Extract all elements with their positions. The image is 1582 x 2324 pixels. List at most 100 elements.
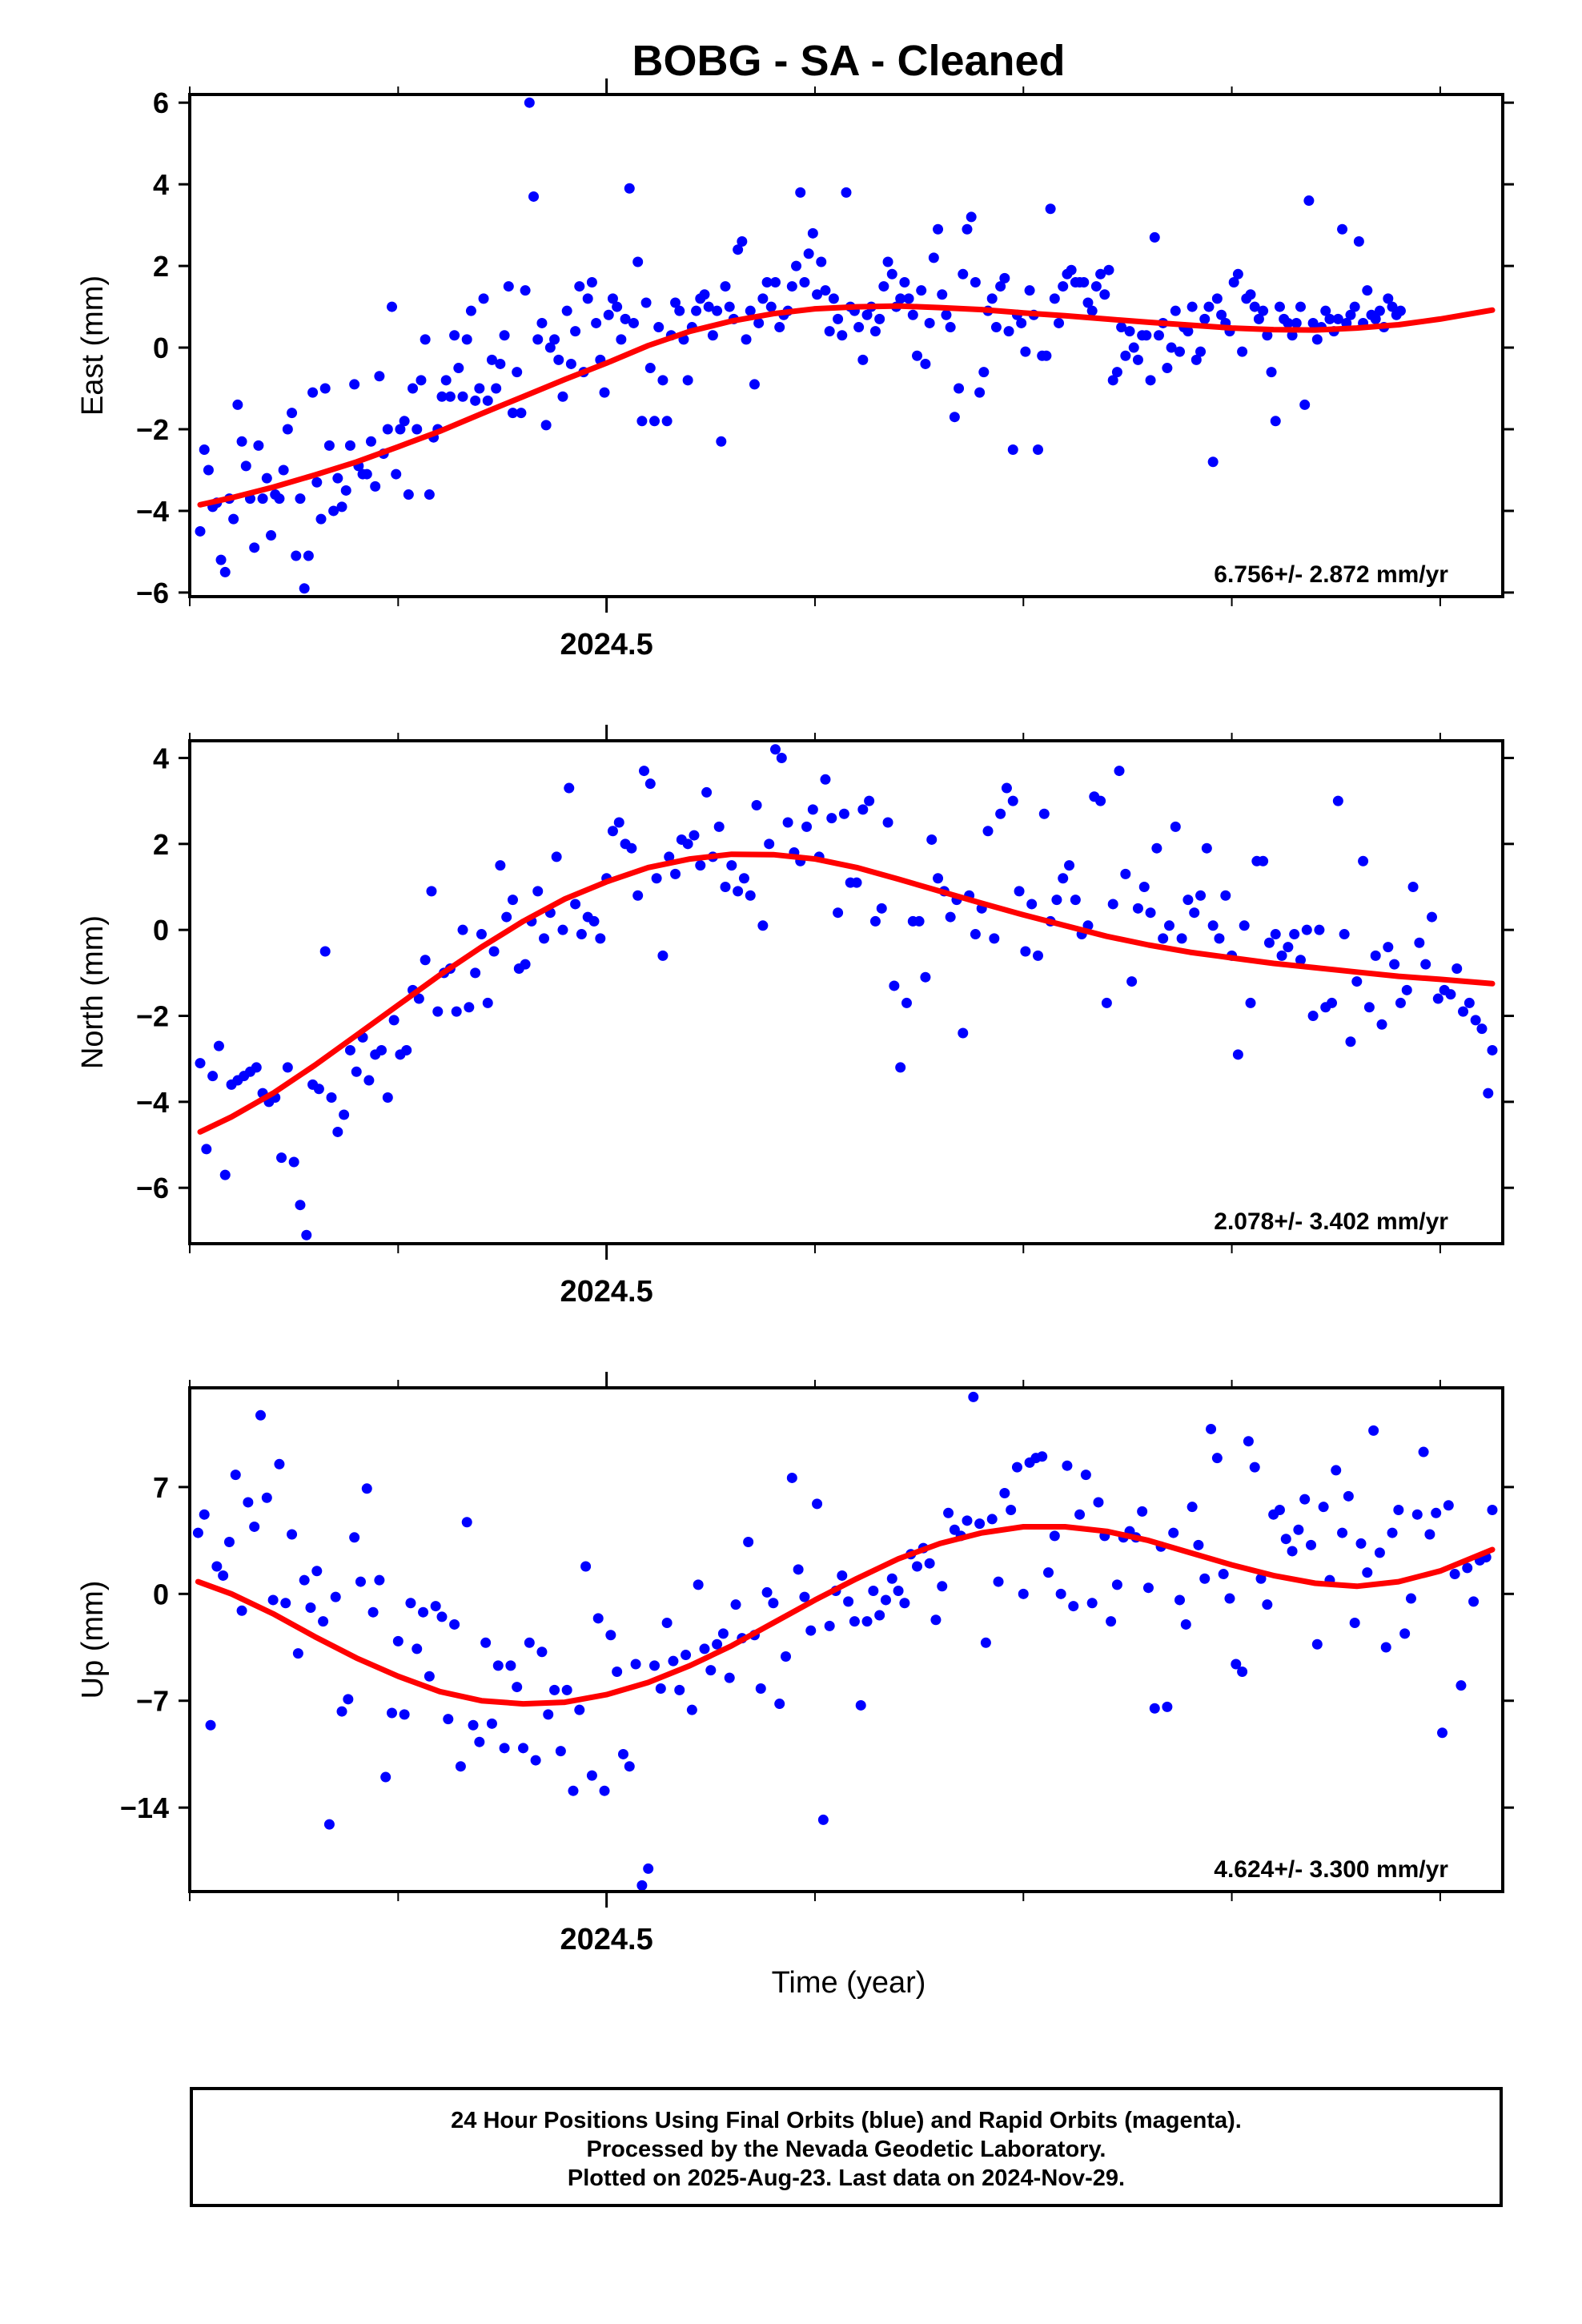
data-point: [399, 1709, 410, 1720]
y-tick-label: −4: [136, 1086, 169, 1119]
data-point: [599, 1785, 610, 1796]
rate-annotation: 6.756+/- 2.872 mm/yr: [1214, 561, 1448, 588]
data-point: [591, 317, 602, 328]
data-point: [1080, 1470, 1091, 1481]
data-point: [974, 387, 986, 398]
data-point: [1237, 346, 1248, 357]
data-point: [786, 1472, 797, 1483]
data-point: [986, 1514, 998, 1525]
data-point: [408, 383, 419, 394]
data-point: [361, 468, 372, 480]
data-point: [912, 1561, 923, 1572]
data-point: [712, 1638, 723, 1650]
data-point: [833, 907, 844, 919]
data-point: [1445, 989, 1456, 1000]
data-point: [561, 1684, 572, 1695]
data-point: [720, 281, 731, 292]
data-point: [236, 1605, 247, 1616]
data-point: [564, 782, 575, 794]
data-point: [1414, 937, 1425, 948]
data-point: [305, 1602, 316, 1613]
data-point: [1303, 195, 1315, 207]
data-point: [657, 375, 669, 386]
data-point: [682, 838, 693, 850]
data-point: [1224, 1593, 1235, 1604]
data-point: [1020, 346, 1031, 357]
data-point: [382, 424, 393, 435]
footer-line-3: Plotted on 2025-Aug-23. Last data on 202…: [567, 2165, 1126, 2191]
data-point: [1287, 1546, 1298, 1557]
data-point: [1186, 301, 1198, 312]
data-point: [313, 1084, 324, 1095]
data-point: [630, 1659, 641, 1670]
data-point: [632, 890, 644, 901]
data-point: [1389, 959, 1400, 970]
data-point: [1299, 1494, 1311, 1505]
data-point: [864, 795, 875, 806]
data-point: [328, 505, 339, 517]
data-point: [1431, 1507, 1442, 1518]
data-point: [553, 354, 564, 365]
data-point: [807, 804, 818, 815]
data-point: [1038, 808, 1050, 819]
data-point: [1449, 1569, 1460, 1580]
data-point: [907, 309, 918, 320]
data-point: [228, 513, 239, 525]
data-point: [1370, 950, 1381, 961]
data-point: [774, 1699, 785, 1710]
data-point: [926, 834, 938, 845]
data-point: [1145, 375, 1156, 386]
data-point: [990, 322, 1002, 333]
data-point: [928, 252, 939, 263]
data-point: [532, 334, 544, 345]
data-point: [617, 1748, 628, 1759]
data-point: [849, 1616, 860, 1627]
data-point: [387, 301, 398, 312]
data-point: [681, 1650, 692, 1661]
data-point: [1078, 276, 1090, 287]
data-point: [1189, 907, 1200, 919]
data-point: [1253, 313, 1264, 324]
data-point: [540, 420, 552, 431]
plot-area: [195, 97, 1496, 594]
data-point: [455, 1761, 466, 1772]
data-point: [1162, 1701, 1173, 1712]
data-point: [903, 293, 914, 304]
data-point: [315, 513, 327, 525]
data-point: [624, 1761, 635, 1772]
data-point: [507, 408, 518, 419]
data-point: [365, 436, 376, 447]
data-point: [476, 929, 487, 940]
data-point: [1055, 1588, 1066, 1599]
data-point: [432, 1006, 444, 1017]
data-point: [223, 1537, 235, 1548]
data-point: [1162, 363, 1173, 374]
data-point: [1293, 1524, 1304, 1535]
data-point: [886, 1573, 897, 1584]
data-point: [1064, 860, 1075, 871]
data-point: [980, 1637, 991, 1648]
data-point: [769, 744, 781, 755]
data-point: [1090, 281, 1102, 292]
data-point: [1099, 289, 1110, 300]
data-point: [1237, 1667, 1248, 1678]
data-point: [303, 550, 314, 561]
data-point: [253, 440, 264, 451]
data-point: [1418, 1446, 1429, 1458]
data-point: [311, 476, 323, 488]
data-point: [1041, 350, 1052, 361]
data-point: [693, 1579, 704, 1590]
data-point: [287, 1529, 298, 1540]
data-point: [1032, 444, 1043, 455]
data-point: [974, 1518, 986, 1530]
data-point: [632, 256, 644, 267]
data-point: [612, 1667, 623, 1678]
data-point: [1487, 1504, 1498, 1515]
y-tick-label: −2: [136, 1000, 169, 1033]
data-point: [1331, 1465, 1342, 1476]
data-point: [861, 1616, 873, 1627]
data-point: [1355, 1538, 1367, 1549]
data-point: [882, 817, 893, 828]
data-point: [1058, 281, 1069, 292]
data-point: [1195, 346, 1207, 357]
